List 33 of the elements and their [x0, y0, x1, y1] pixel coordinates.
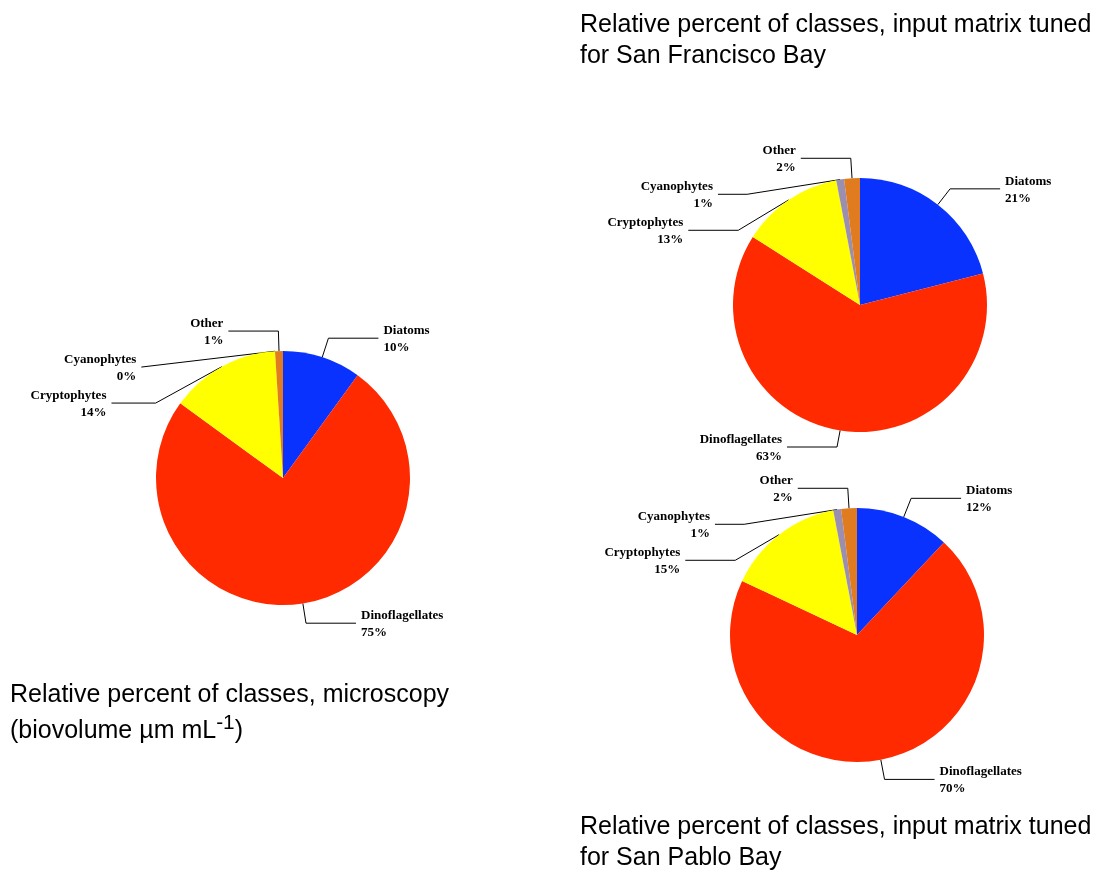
slice-label: Cyanophytes	[637, 508, 710, 524]
text: Relative percent of classes, microscopy (biovolume µm mL$^{-1}$)	[10, 678, 451, 746]
data-label: 1%	[203, 332, 224, 348]
category-label: Cyanophytes	[64, 351, 137, 367]
data-label: 2%	[773, 489, 793, 505]
slice-label: Diatoms	[1005, 172, 1052, 188]
data-label: 2%	[776, 159, 796, 175]
slice-label: Diatoms	[383, 322, 430, 338]
slice-label: Cryptophytes	[607, 214, 684, 230]
data-label: 14%	[80, 404, 107, 420]
slice-label: Other	[762, 142, 796, 158]
data-label: 75%	[361, 624, 387, 640]
data-label: 15%	[654, 561, 681, 577]
slice-label: Dinoflagellates	[361, 607, 444, 623]
chart-title: Relative percent of classes, input matrix tuned for San Francisco Bay	[580, 8, 1093, 71]
data-label: 21%	[1005, 189, 1032, 205]
data-label: 12%	[966, 499, 993, 515]
slice-label: Dinoflagellates	[939, 763, 1022, 779]
data-label: 70%	[939, 780, 966, 796]
data-label: 10%	[383, 339, 410, 355]
text: Relative percent of classes, input matrix tuned for San Pablo Bay	[580, 810, 1093, 873]
text: 0%	[116, 368, 137, 384]
slice-label: Cyanophytes	[640, 178, 713, 194]
slice-label: Cryptophytes	[30, 387, 107, 403]
slice-label: Other	[759, 472, 793, 488]
slice-label: Diatoms	[966, 482, 1013, 498]
slice-label: Other	[190, 315, 224, 331]
data-label: 63%	[756, 448, 782, 463]
slice-label: Cryptophytes	[604, 544, 681, 560]
data-label: 1%	[690, 525, 710, 541]
slice-label: Dinoflagellates	[699, 431, 782, 446]
data-label: 13%	[657, 231, 684, 247]
data-label: 1%	[693, 195, 713, 211]
